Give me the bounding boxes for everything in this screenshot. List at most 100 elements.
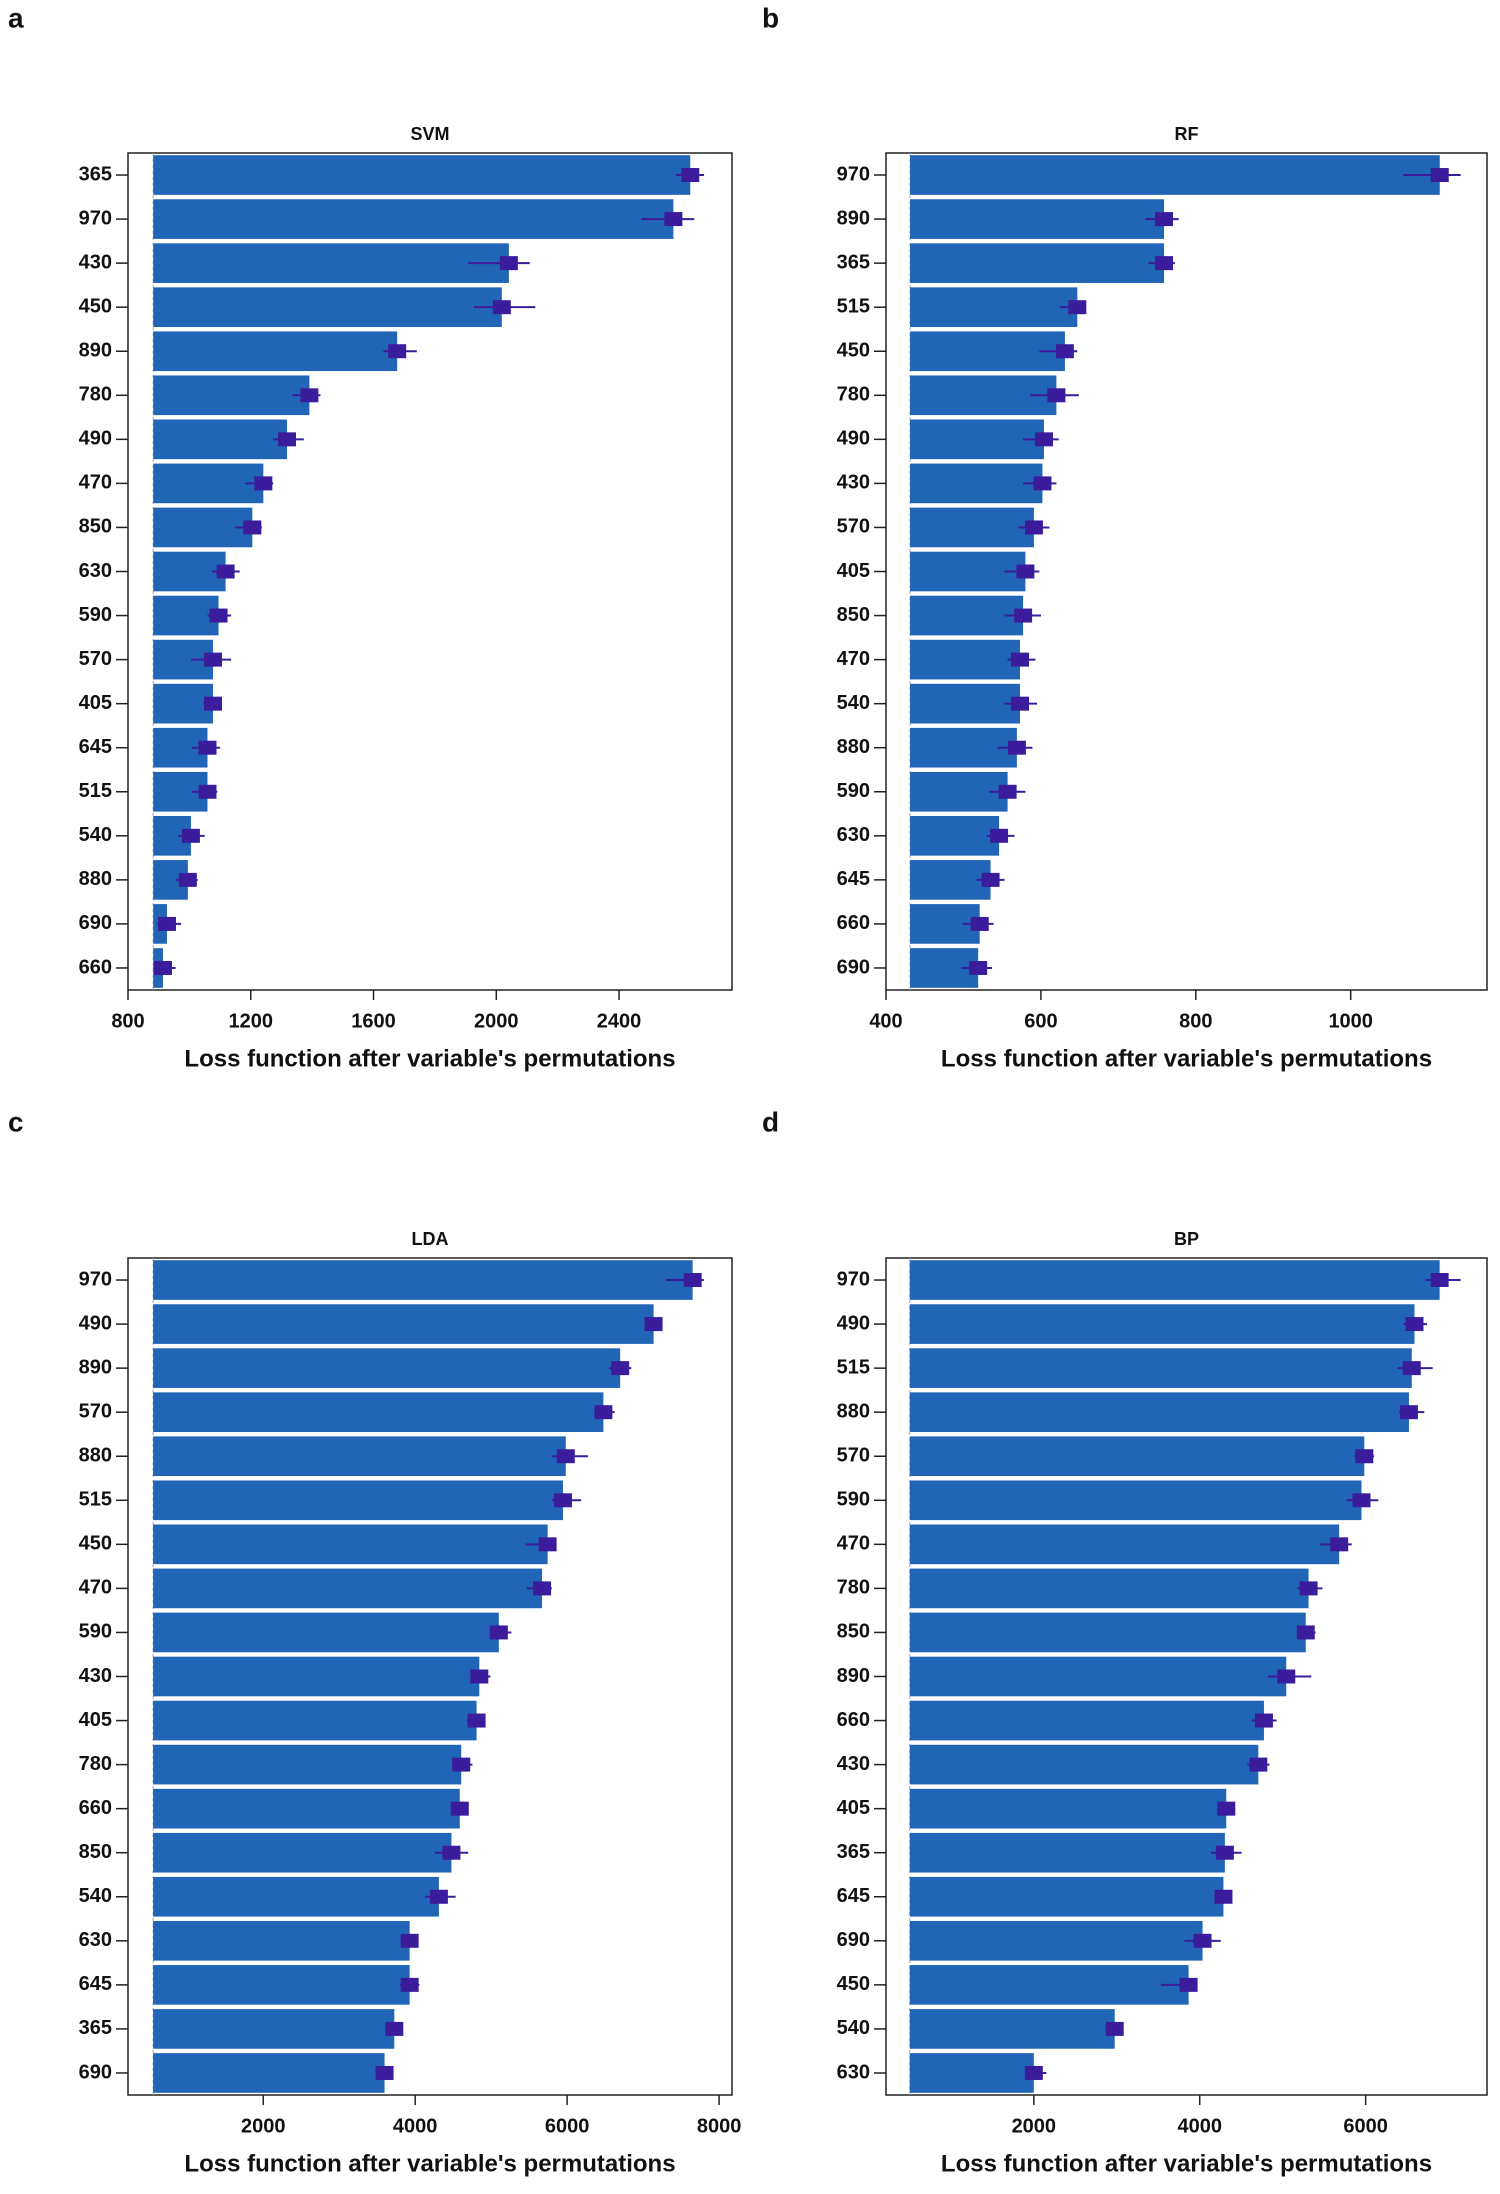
error-box xyxy=(1193,1933,1212,1948)
error-box xyxy=(1249,1757,1268,1772)
y-tick-label: 690 xyxy=(837,956,870,978)
error-box xyxy=(556,1449,575,1464)
bar xyxy=(909,1568,1309,1609)
error-box xyxy=(990,828,1009,843)
bar xyxy=(909,1260,1440,1300)
y-tick-label: 570 xyxy=(837,516,870,538)
y-tick-label: 645 xyxy=(837,1885,870,1907)
bar xyxy=(153,243,509,283)
y-tick-label: 780 xyxy=(837,1577,870,1599)
bar xyxy=(153,683,214,724)
bar xyxy=(909,1436,1365,1477)
y-tick-label: 690 xyxy=(79,2061,112,2083)
error-box xyxy=(1402,1361,1421,1376)
error-box xyxy=(1296,1625,1315,1640)
error-box xyxy=(1214,1889,1233,1904)
y-tick-label: 660 xyxy=(837,912,870,934)
error-box xyxy=(254,476,273,491)
bar xyxy=(153,1656,480,1697)
error-box xyxy=(683,1273,702,1288)
x-tick-label: 2400 xyxy=(597,1010,642,1032)
x-axis-label: Loss function after variable's permutati… xyxy=(941,2150,1432,2177)
y-tick-label: 850 xyxy=(837,1621,870,1643)
bar xyxy=(909,1656,1287,1697)
error-box xyxy=(1014,608,1033,623)
bar xyxy=(909,1348,1412,1388)
y-tick-label: 570 xyxy=(79,648,112,670)
y-tick-label: 780 xyxy=(79,1753,112,1775)
bar xyxy=(909,1612,1306,1653)
bar xyxy=(153,155,691,195)
y-tick-label: 515 xyxy=(837,295,870,317)
y-tick-label: 430 xyxy=(837,1753,870,1775)
y-tick-label: 645 xyxy=(79,1973,112,1995)
bar xyxy=(909,1700,1264,1741)
error-box xyxy=(243,520,262,535)
error-box xyxy=(998,784,1017,799)
y-tick-label: 470 xyxy=(837,1533,870,1555)
x-tick-label: 4000 xyxy=(393,2115,438,2137)
y-tick-label: 365 xyxy=(79,163,112,185)
error-box xyxy=(1155,256,1174,271)
x-tick-label: 4000 xyxy=(1177,2115,1222,2137)
y-tick-label: 490 xyxy=(79,1312,112,1334)
y-tick-label: 590 xyxy=(79,604,112,626)
bar xyxy=(153,463,264,504)
y-tick-label: 540 xyxy=(79,1885,112,1907)
y-tick-label: 490 xyxy=(79,428,112,450)
y-tick-label: 850 xyxy=(79,516,112,538)
y-tick-label: 780 xyxy=(837,384,870,406)
y-tick-label: 630 xyxy=(79,560,112,582)
error-box xyxy=(981,872,1000,887)
x-tick-label: 1000 xyxy=(1328,1010,1373,1032)
y-tick-label: 880 xyxy=(837,1400,870,1422)
y-tick-label: 850 xyxy=(79,1841,112,1863)
error-box xyxy=(198,784,217,799)
bar xyxy=(909,1480,1362,1521)
bar xyxy=(153,287,502,328)
bar xyxy=(909,1876,1224,1917)
panel-letter: b xyxy=(762,2,779,33)
error-box xyxy=(204,696,223,711)
bar xyxy=(909,1965,1189,2005)
error-box xyxy=(1155,212,1174,227)
y-tick-label: 645 xyxy=(79,736,112,758)
bar xyxy=(910,595,1024,636)
error-box xyxy=(181,828,200,843)
y-tick-label: 470 xyxy=(79,472,112,494)
y-tick-label: 515 xyxy=(837,1356,870,1378)
error-box xyxy=(400,1933,419,1948)
error-box xyxy=(157,916,176,931)
bar xyxy=(909,2009,1115,2049)
y-tick-label: 540 xyxy=(837,692,870,714)
y-tick-label: 430 xyxy=(79,251,112,273)
bar xyxy=(153,375,310,416)
error-box xyxy=(499,256,518,271)
x-tick-label: 6000 xyxy=(545,2115,590,2137)
x-axis-label: Loss function after variable's permutati… xyxy=(184,2150,675,2177)
chart-title: BP xyxy=(1174,1229,1199,1249)
bar xyxy=(153,1744,462,1785)
bar xyxy=(909,1832,1225,1873)
y-tick-label: 660 xyxy=(837,1709,870,1731)
y-tick-label: 890 xyxy=(837,1665,870,1687)
y-tick-label: 365 xyxy=(837,1841,870,1863)
y-tick-label: 780 xyxy=(79,384,112,406)
error-box xyxy=(611,1361,630,1376)
y-tick-label: 880 xyxy=(79,1445,112,1467)
error-box xyxy=(153,960,172,975)
y-tick-label: 630 xyxy=(837,824,870,846)
bar xyxy=(910,419,1044,460)
error-box xyxy=(1024,2065,1043,2080)
y-tick-label: 570 xyxy=(79,1400,112,1422)
y-tick-label: 890 xyxy=(837,207,870,229)
y-tick-label: 515 xyxy=(79,780,112,802)
bar xyxy=(909,2053,1034,2093)
y-tick-label: 590 xyxy=(837,780,870,802)
y-tick-label: 490 xyxy=(837,428,870,450)
x-tick-label: 6000 xyxy=(1343,2115,1388,2137)
y-tick-label: 890 xyxy=(79,1356,112,1378)
error-box xyxy=(1352,1493,1371,1508)
error-box xyxy=(452,1757,471,1772)
